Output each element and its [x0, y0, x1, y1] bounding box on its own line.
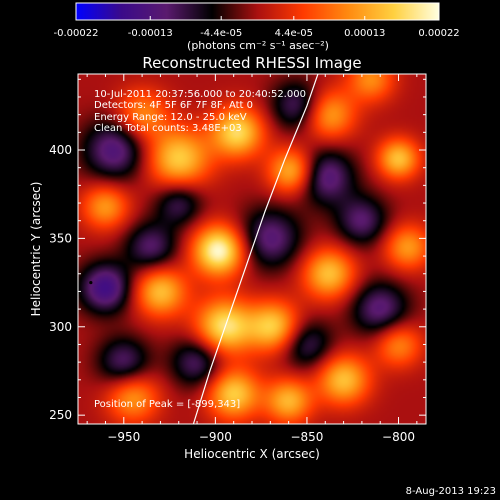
chart-title: Reconstructed RHESSI Image — [142, 54, 361, 72]
x-tick-label: −950 — [107, 430, 140, 444]
annotation-block: 10-Jul-2011 20:37:56.000 to 20:40:52.000… — [94, 89, 306, 134]
x-axis-label: Heliocentric X (arcsec) — [184, 447, 320, 461]
x-tick-label: −850 — [290, 430, 323, 444]
x-tick-label: −800 — [382, 430, 415, 444]
x-tick-label: −900 — [199, 430, 232, 444]
annotation-energy: Energy Range: 12.0 - 25.0 keV — [94, 112, 247, 123]
colorbar-tick-label: -0.00013 — [128, 28, 173, 39]
colorbar-tick-label: -4.4e-05 — [200, 28, 242, 39]
footer-date: 8-Aug-2013 19:23 — [406, 486, 496, 497]
annotation-detectors: Detectors: 4F 5F 6F 7F 8F, Att 0 — [94, 100, 253, 111]
dark-point-marker — [89, 280, 93, 285]
annotation-peak: Position of Peak = [-899,343] — [94, 399, 240, 410]
colorbar-tick-label: 4.4e-05 — [275, 28, 313, 39]
colorbar — [75, 2, 440, 21]
colorbar-tick-label: -0.00022 — [54, 28, 99, 39]
y-tick-label: 350 — [49, 231, 72, 245]
colorbar-tick-label: 0.00013 — [344, 28, 385, 39]
solar-limb-curve — [192, 74, 319, 424]
colorbar-ticks: -0.00022 -0.00013 -4.4e-05 4.4e-05 0.00013 0.… — [54, 16, 460, 39]
y-tick-label: 250 — [49, 408, 72, 422]
annotation-method: Clean Total counts: 3.48E+03 — [94, 123, 242, 134]
y-tick-label: 400 — [49, 143, 72, 157]
annotation-time: 10-Jul-2011 20:37:56.000 to 20:40:52.000 — [94, 89, 306, 100]
colorbar-tick-label: 0.00022 — [418, 28, 459, 39]
axes: −950 −900 −850 −800 250 300 350 400 — [49, 74, 426, 444]
colorbar-unit-label: (photons cm⁻² s⁻¹ asec⁻²) — [187, 39, 329, 52]
y-axis-label: Heliocentric Y (arcsec) — [29, 182, 43, 317]
y-tick-label: 300 — [49, 320, 72, 334]
